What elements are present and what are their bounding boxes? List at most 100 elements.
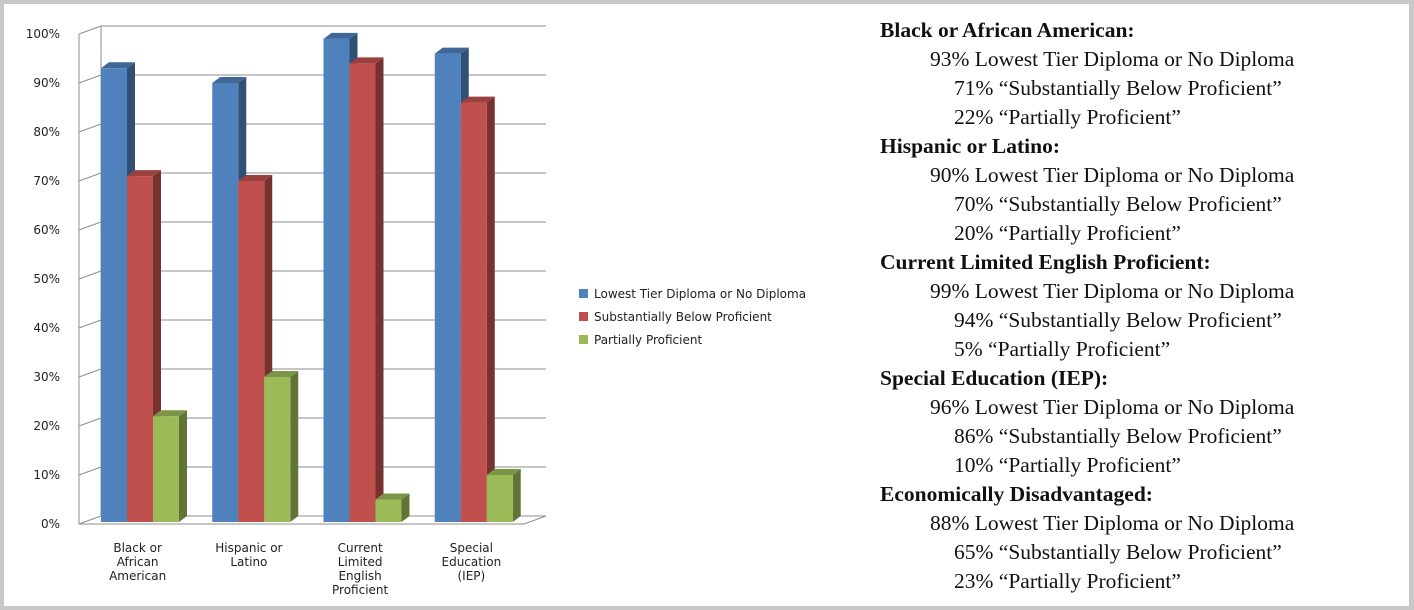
- bar-side: [401, 493, 410, 522]
- x-tick-label: English: [338, 569, 381, 583]
- x-tick-label: Current: [338, 541, 383, 555]
- bar-top: [264, 371, 299, 377]
- bar-top: [101, 62, 135, 69]
- legend-item: Lowest Tier Diploma or No Diploma: [579, 282, 806, 305]
- group-heading: Black or African American:: [880, 18, 1135, 42]
- bar-side: [290, 371, 299, 522]
- summary-line: 99% Lowest Tier Diploma or No Diploma: [930, 279, 1295, 303]
- gridline-side: [78, 74, 102, 84]
- x-tick-label: American: [109, 569, 166, 583]
- bar-side: [375, 57, 384, 523]
- legend-label: Lowest Tier Diploma or No Diploma: [594, 286, 807, 301]
- bar-top: [323, 32, 358, 39]
- y-tick-label: 90%: [33, 76, 60, 90]
- summary-line: 90% Lowest Tier Diploma or No Diploma: [930, 163, 1295, 187]
- gridline-side: [78, 172, 102, 182]
- summary-group: Black or African American: 93% Lowest Ti…: [880, 16, 1400, 132]
- summary-line: 5% “Partially Proficient”: [954, 337, 1171, 361]
- gridline-side: [78, 466, 102, 476]
- bar-top: [238, 175, 273, 181]
- y-tick-label: 10%: [33, 468, 60, 482]
- summary-line: 23% “Partially Proficient”: [954, 569, 1181, 593]
- y-tick-label: 0%: [41, 517, 60, 531]
- bar-top: [153, 410, 187, 417]
- legend-item: Substantially Below Proficient: [579, 305, 806, 328]
- bar-top: [349, 57, 384, 64]
- x-tick-label: Hispanic or: [215, 541, 282, 555]
- gridline-side: [78, 123, 102, 133]
- summary-line: 86% “Substantially Below Proficient”: [954, 424, 1282, 448]
- y-tick-label: 30%: [33, 370, 60, 384]
- summary-group: Current Limited English Proficient: 99% …: [880, 248, 1400, 364]
- bar-top: [434, 47, 469, 54]
- slide-panel: 0% 10% 20% 30% 40% 50% 60% 70% 80% 90% 100% Black o…: [4, 4, 1409, 606]
- bar: [486, 475, 513, 522]
- y-tick-label: 20%: [33, 419, 60, 433]
- floor-right-edge: [523, 515, 547, 525]
- bar-side: [179, 410, 187, 522]
- legend-swatch: [579, 289, 588, 298]
- summary-group: Special Education (IEP): 96% Lowest Tier…: [880, 364, 1400, 480]
- bar: [264, 377, 291, 522]
- bar-top: [375, 493, 410, 500]
- summary-line: 93% Lowest Tier Diploma or No Diploma: [930, 47, 1295, 71]
- bar: [101, 68, 127, 523]
- summary-line: 65% “Substantially Below Proficient”: [954, 540, 1282, 564]
- summary-line: 10% “Partially Proficient”: [954, 453, 1181, 477]
- bar: [375, 499, 402, 522]
- gridline-side: [78, 368, 102, 378]
- x-tick-label: Education: [442, 555, 502, 569]
- legend-swatch: [579, 312, 588, 321]
- chart-legend: Lowest Tier Diploma or No Diploma Substa…: [579, 282, 806, 351]
- x-tick-label: Latino: [230, 555, 267, 569]
- x-tick-label: Limited: [338, 555, 383, 569]
- summary-line: 96% Lowest Tier Diploma or No Diploma: [930, 395, 1295, 419]
- y-tick-label: 70%: [33, 174, 60, 188]
- gridline-side: [78, 319, 102, 329]
- group-heading: Current Limited English Proficient:: [880, 250, 1211, 274]
- y-tick-label: 100%: [26, 27, 60, 41]
- bar-top: [486, 469, 521, 475]
- summary-group: Hispanic or Latino: 90% Lowest Tier Dipl…: [880, 132, 1400, 248]
- y-tick-label: 50%: [33, 272, 60, 286]
- gridline-side: [78, 25, 102, 35]
- gridline-side: [78, 515, 102, 525]
- x-tick-label: African: [117, 555, 159, 569]
- x-tick-label: (IEP): [458, 569, 486, 583]
- bar-side: [486, 96, 495, 522]
- group-heading: Special Education (IEP):: [880, 366, 1109, 390]
- gridline-side: [78, 417, 102, 427]
- legend-item: Partially Proficient: [579, 328, 806, 351]
- summary-line: 22% “Partially Proficient”: [954, 105, 1181, 129]
- bar: [212, 83, 239, 522]
- bar: [238, 181, 265, 522]
- summary-group: Economically Disadvantaged: 88% Lowest T…: [880, 480, 1400, 596]
- group-heading: Economically Disadvantaged:: [880, 482, 1153, 506]
- y-tick-label: 80%: [33, 125, 60, 139]
- gridline-side: [78, 270, 102, 280]
- gridline-side: [78, 221, 102, 231]
- y-tick-label: 40%: [33, 321, 60, 335]
- legend-swatch: [579, 335, 588, 344]
- legend-label: Partially Proficient: [594, 332, 703, 347]
- summary-text: Black or African American: 93% Lowest Ti…: [880, 16, 1400, 596]
- bar: [127, 176, 153, 522]
- bar: [460, 102, 487, 522]
- bar-side: [512, 469, 521, 522]
- bar-top: [127, 170, 161, 177]
- bar-top: [212, 77, 247, 83]
- x-tick-label: Special: [450, 541, 493, 555]
- summary-line: 70% “Substantially Below Proficient”: [954, 192, 1282, 216]
- bar-chart: 0% 10% 20% 30% 40% 50% 60% 70% 80% 90% 100% Black o…: [26, 25, 547, 597]
- y-tick-label: 60%: [33, 223, 60, 237]
- bar: [153, 416, 179, 522]
- summary-line: 88% Lowest Tier Diploma or No Diploma: [930, 511, 1295, 535]
- bar: [349, 63, 376, 523]
- bar-top: [460, 96, 495, 103]
- group-heading: Hispanic or Latino:: [880, 134, 1060, 158]
- x-tick-label: Proficient: [332, 583, 389, 597]
- legend-label: Substantially Below Proficient: [594, 309, 772, 324]
- bar: [323, 38, 350, 523]
- x-tick-label: Black or: [113, 541, 162, 555]
- summary-line: 71% “Substantially Below Proficient”: [954, 76, 1282, 100]
